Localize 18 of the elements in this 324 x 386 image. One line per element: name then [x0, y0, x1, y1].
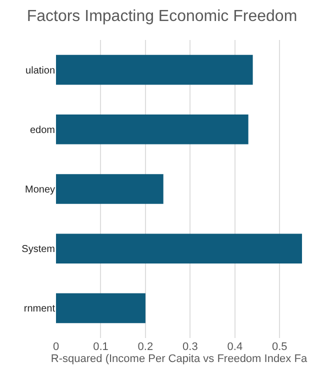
y-tick-label: rnment [24, 304, 56, 315]
x-tick-label: 0.2 [138, 341, 154, 353]
x-tick-label: 0.1 [93, 341, 108, 353]
bar [56, 114, 248, 144]
x-axis-title: R-squared (Income Per Capita vs Freedom Index Fa [50, 353, 308, 366]
y-tick-label: Money [24, 184, 55, 196]
x-tick-label: 0.4 [227, 341, 243, 353]
bar [56, 234, 302, 264]
x-tick-label: 0.3 [182, 341, 198, 353]
y-tick-label: System [22, 244, 55, 256]
bar [56, 293, 146, 324]
x-tick-label: 0 [52, 341, 60, 353]
bar [56, 174, 164, 204]
x-tick-label: 0.5 [272, 341, 288, 353]
y-tick-label: edom [30, 124, 55, 136]
chart-title: Factors Impacting Economic Freedom [26, 8, 298, 25]
bar [56, 54, 253, 85]
y-tick-label: ulation [26, 65, 55, 76]
